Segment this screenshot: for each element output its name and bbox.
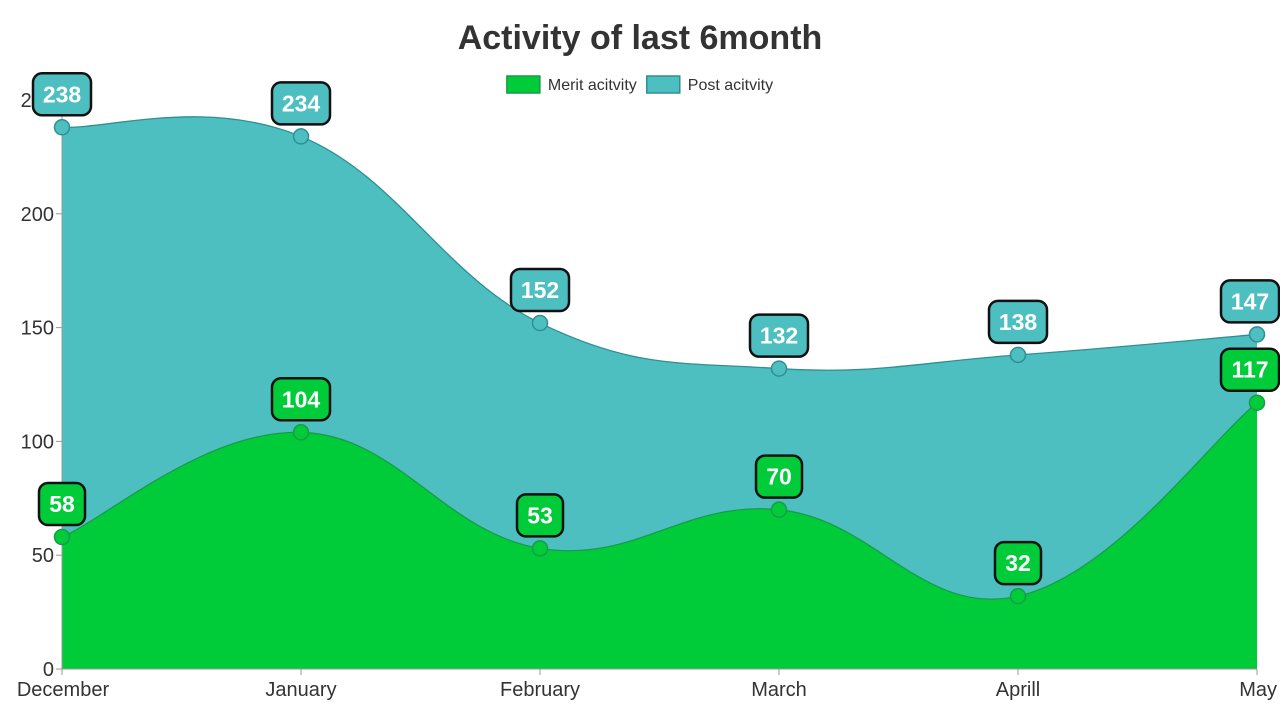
y-tick-label: 100 [21,431,54,453]
y-tick-label: 200 [21,204,54,226]
y-tick-label: 0 [43,659,54,681]
data-label-value: 104 [282,386,321,412]
data-point [1248,394,1266,411]
data-label-value: 234 [282,90,321,116]
legend-item: Post acitvity [646,75,773,94]
x-tick-label: February [500,679,580,701]
data-label: 70 [754,454,804,499]
legend: Merit acitvity Post acitvity [506,75,773,94]
data-point [292,128,310,145]
legend-swatch [506,75,541,94]
data-label-box [1219,347,1280,392]
data-label-box [31,72,93,117]
y-tick-label: 50 [32,545,54,567]
data-label-value: 238 [43,81,82,107]
data-label-value: 117 [1231,357,1268,383]
legend-item: Merit acitvity [506,75,637,94]
data-label-box [1219,279,1280,324]
data-label-box [515,493,565,538]
data-label-box [509,267,571,313]
data-point [531,314,549,332]
data-points [53,119,1266,605]
data-labels: 58 104 53 70 32 117 238 234 152 132 138 147 [31,72,1280,586]
series-area [62,402,1257,669]
data-label: 58 [37,481,87,527]
data-label: 138 [987,299,1049,345]
data-label-value: 70 [766,464,792,490]
data-point [53,528,71,546]
data-label-value: 152 [521,277,559,303]
data-label-box [270,81,332,126]
data-label-box [993,540,1043,586]
x-tick-label: March [751,679,807,701]
x-tick-label: Aprill [996,679,1040,701]
data-point [292,424,310,441]
legend-label: Merit acitvity [548,77,637,94]
series-line [61,402,1258,600]
chart-title: Activity of last 6month [458,19,823,57]
data-point [1009,346,1027,364]
data-label-box [987,299,1049,345]
data-label: 238 [31,72,93,117]
data-label-value: 58 [49,491,75,517]
y-tick-label: 150 [21,318,54,340]
data-label-box [37,481,87,527]
data-label-value: 32 [1005,550,1031,576]
series-line [61,116,1258,371]
x-tick-label: May [1239,679,1277,701]
data-point [1248,326,1266,343]
data-label-value: 132 [760,323,798,349]
data-label-value: 53 [527,502,553,528]
data-point [53,119,71,136]
data-point [531,540,549,557]
data-point [770,501,788,518]
data-label: 152 [509,267,571,313]
data-label-box [270,377,332,422]
data-label: 32 [993,540,1043,586]
x-tick-label: January [265,679,336,701]
data-label-value: 138 [999,309,1038,335]
data-label: 117 [1219,347,1280,392]
data-point [770,360,788,377]
data-label: 53 [515,493,565,538]
legend-swatch [646,75,681,94]
data-label: 147 [1219,279,1280,324]
data-label-box [748,313,810,358]
legend-label: Post acitvity [688,77,773,94]
series-areas [61,116,1258,670]
data-point [1009,587,1027,605]
axes: 050100150200250DecemberJanuaryFebruaryMa… [17,90,1277,701]
data-label: 104 [270,377,332,422]
data-label: 132 [748,313,810,358]
data-label-box [754,454,804,499]
data-label-value: 147 [1231,288,1269,314]
x-tick-label: December [17,679,110,701]
data-label: 234 [270,81,332,126]
